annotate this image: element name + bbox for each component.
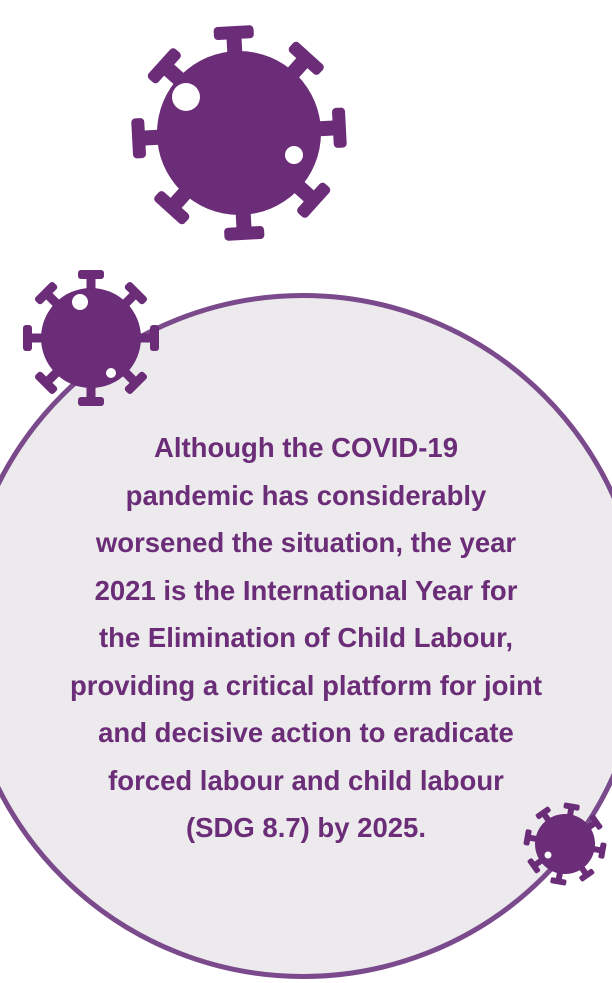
virus-icon-large (131, 25, 347, 241)
quote-line: worsened the situation, the year (95, 527, 517, 558)
quote-line: and decisive action to eradicate (98, 717, 514, 748)
quote-line: (SDG 8.7) by 2025. (186, 812, 426, 843)
quote-line: Although the COVID-19 (153, 432, 459, 463)
quote-line: pandemic has considerably (125, 479, 487, 511)
quote-line: forced labour and child labour (108, 764, 504, 796)
quote-text: Although the COVID-19 pandemic has consi… (0, 424, 612, 852)
quote-line: 2021 is the International Year for (94, 574, 518, 606)
quote-circle (0, 293, 612, 979)
virus-icon-medium (23, 270, 159, 406)
virus-icon-small (523, 802, 607, 886)
quote-line: providing a critical platform for joint (69, 669, 543, 701)
quote-line: the Elimination of Child Labour, (98, 622, 514, 653)
